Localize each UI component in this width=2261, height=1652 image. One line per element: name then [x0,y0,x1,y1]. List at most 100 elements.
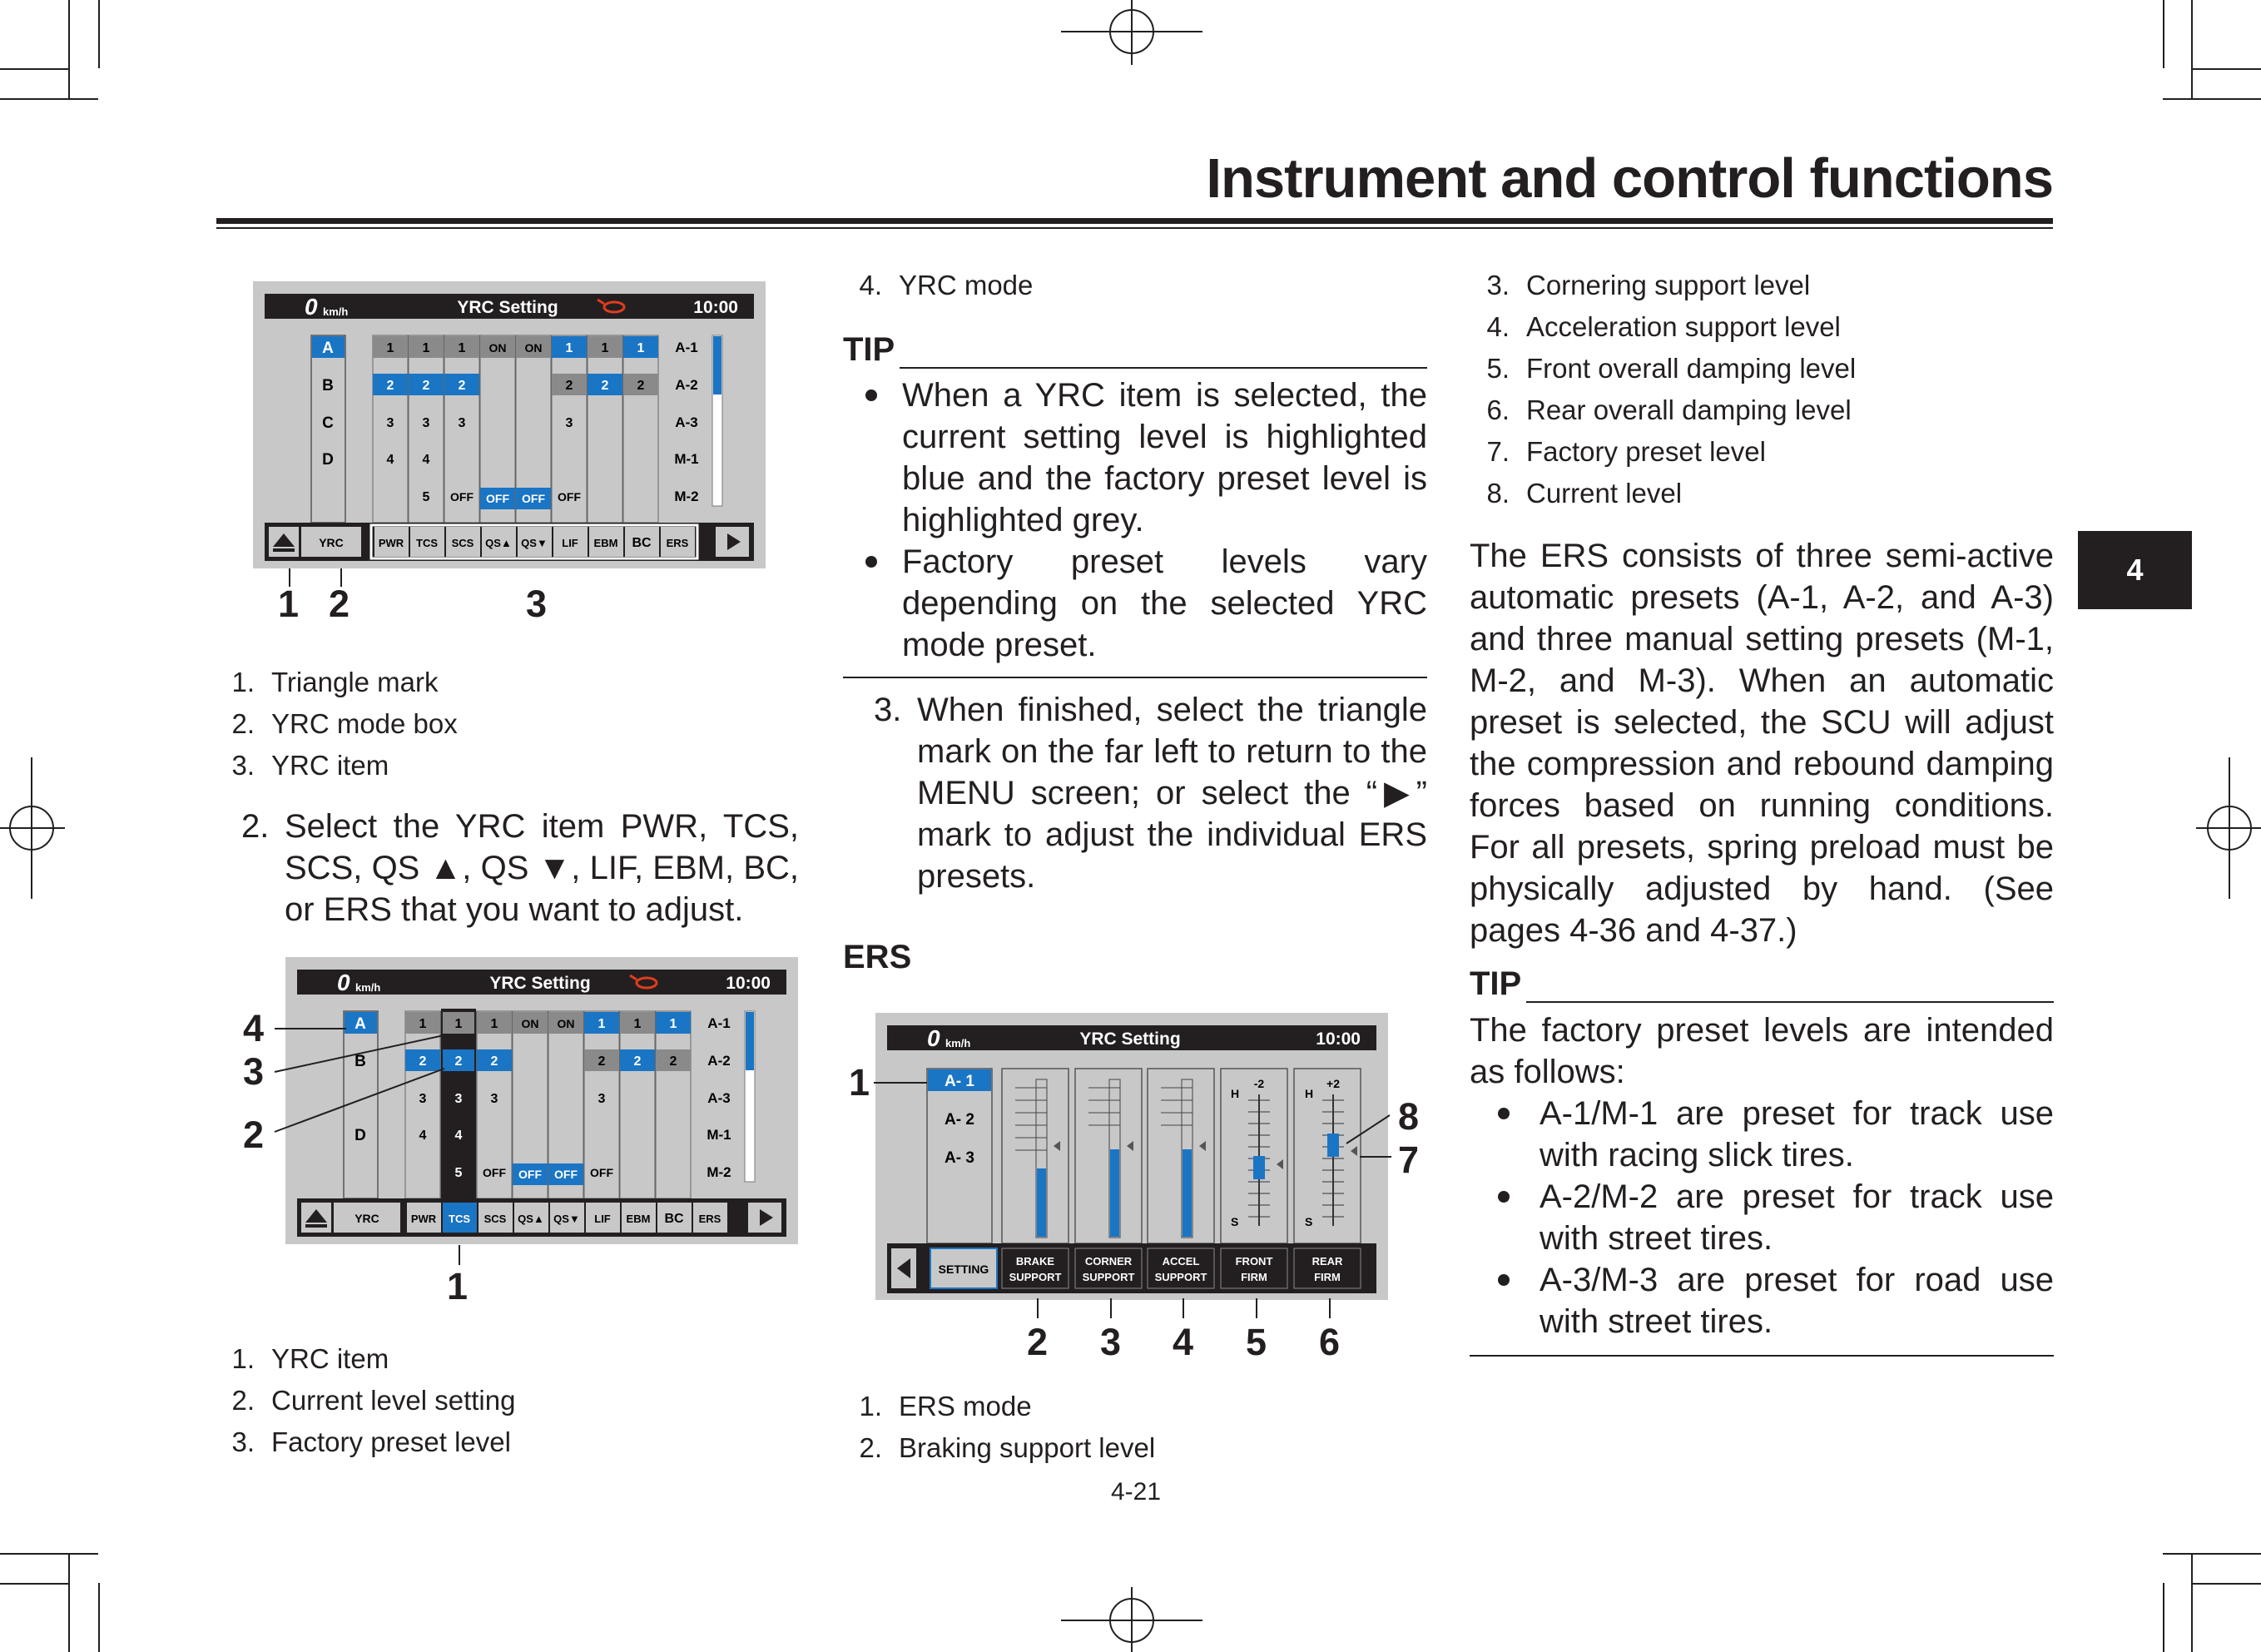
svg-text:FIRM: FIRM [1314,1271,1341,1283]
crop-mark [98,1583,100,1652]
svg-text:A-1: A-1 [675,340,697,355]
mode-b: B [322,377,334,394]
callout-3: 3 [243,1050,265,1093]
crop-mark [2163,1553,2261,1555]
crop-mark [0,98,98,100]
speed-readout: 0 [305,294,318,320]
ers-heading: ERS [843,939,912,975]
callout-8: 8 [1398,1095,1420,1138]
callout-1: 1 [447,1265,469,1307]
svg-text:A-3: A-3 [707,1090,730,1106]
svg-text:EBM: EBM [594,537,618,549]
svg-text:ACCEL: ACCEL [1163,1255,1200,1268]
list-item: 3. Cornering support level [1486,270,1811,300]
svg-text:FRONT: FRONT [1236,1255,1273,1268]
crop-mark [0,1583,68,1585]
svg-text:3: 3 [419,1092,427,1106]
svg-text:YRC: YRC [355,1212,379,1225]
callout-3: 3 [526,583,548,625]
crop-mark [2163,0,2164,68]
svg-text:S: S [1305,1215,1312,1228]
svg-text:OFF: OFF [558,490,581,504]
svg-text:-2: -2 [1254,1077,1265,1090]
svg-text:3: 3 [455,1092,463,1106]
svg-text:OFF: OFF [590,1166,613,1179]
list-item: 8. Current level [1486,478,1683,508]
svg-text:CORNER: CORNER [1085,1255,1133,1268]
svg-text:1: 1 [459,341,466,355]
svg-text:2: 2 [491,1054,498,1069]
crop-mark [68,0,70,98]
svg-text:4: 4 [387,453,394,467]
svg-text:ERS: ERS [699,1213,721,1225]
svg-text:QS▲: QS▲ [485,537,512,549]
svg-text:QS▼: QS▼ [553,1213,580,1225]
svg-text:1: 1 [419,1017,427,1031]
svg-text:5: 5 [423,490,430,504]
fig1-legend: 1. Triangle mark 2. YRC mode box 3. YRC ite… [216,662,782,786]
svg-text:3: 3 [491,1092,498,1106]
svg-text:S: S [1231,1215,1238,1228]
svg-text:SETTING: SETTING [939,1263,989,1276]
svg-text:TCS: TCS [449,1213,470,1225]
svg-text:2: 2 [566,379,573,393]
svg-text:EBM: EBM [627,1213,651,1225]
svg-text:A- 3: A- 3 [945,1149,974,1167]
list-item: 3. YRC item [231,750,389,781]
svg-text:2: 2 [602,379,609,393]
svg-text:1: 1 [634,1017,642,1031]
svg-text:D: D [355,1127,366,1144]
svg-text:1: 1 [566,341,573,355]
list-item: Factory preset levels vary depending on … [865,541,1427,666]
registration-target-icon [1061,1587,1202,1652]
svg-text:A-3: A-3 [675,414,697,430]
list-item: 4. YRC mode [859,270,1034,300]
crop-mark [2191,0,2193,98]
svg-text:OFF: OFF [486,492,509,505]
svg-text:PWR: PWR [379,537,404,549]
svg-text:H: H [1231,1087,1239,1100]
triangle-mark-icon [301,1203,331,1233]
mode-d: D [322,451,334,469]
callout-2: 2 [243,1114,265,1156]
ers-description: The ERS consists of three semi-active au… [1470,538,2054,949]
svg-text:10:00: 10:00 [1316,1029,1361,1049]
crop-mark [68,1553,70,1652]
callout-1: 1 [849,1061,870,1104]
callout-7: 7 [1398,1139,1420,1181]
speed-unit: km/h [323,305,348,318]
list-item: 1. Triangle mark [231,667,439,697]
list-item: 1. YRC item [231,1343,389,1374]
registration-target-icon [2196,757,2261,899]
svg-text:OFF: OFF [483,1166,506,1179]
svg-text:SCS: SCS [452,537,474,549]
svg-text:M-1: M-1 [707,1127,731,1143]
svg-text:OFF: OFF [522,492,545,505]
yrc-screen-figure-1: 0 km/h YRC Setting 10:00 A B C D 1 2 34 … [253,281,766,568]
svg-text:1: 1 [387,341,394,355]
col2-continued-list: 4. YRC mode [844,265,1426,306]
svg-text:OFF: OFF [518,1168,542,1181]
back-arrow-icon [891,1248,916,1288]
tip-end-rule [1470,1355,2054,1357]
screen-title: YRC Setting [457,298,558,317]
svg-text:2: 2 [670,1054,677,1069]
callout-4: 4 [1173,1321,1194,1363]
svg-text:4: 4 [419,1129,427,1143]
svg-text:2: 2 [455,1054,463,1069]
svg-text:km/h: km/h [945,1037,970,1049]
yrc-screen-figure-2: 0 km/h YRC Setting 10:00 A B D 1 2 34 1 … [285,957,798,1244]
svg-text:1: 1 [491,1017,498,1031]
svg-text:2: 2 [387,379,394,393]
svg-text:BC: BC [632,536,652,550]
svg-text:0: 0 [927,1025,940,1051]
svg-text:OFF: OFF [554,1168,578,1181]
svg-text:YRC Setting: YRC Setting [489,974,590,993]
svg-text:TCS: TCS [416,537,438,549]
svg-text:YRC: YRC [319,536,344,549]
list-item: 1. ERS mode [859,1391,1032,1421]
svg-text:A-1: A-1 [707,1015,730,1031]
svg-text:ERS: ERS [667,537,689,549]
step-2: 2. Select the YRC item PWR, TCS, SCS, QS … [241,808,799,928]
svg-text:SCS: SCS [484,1213,507,1225]
